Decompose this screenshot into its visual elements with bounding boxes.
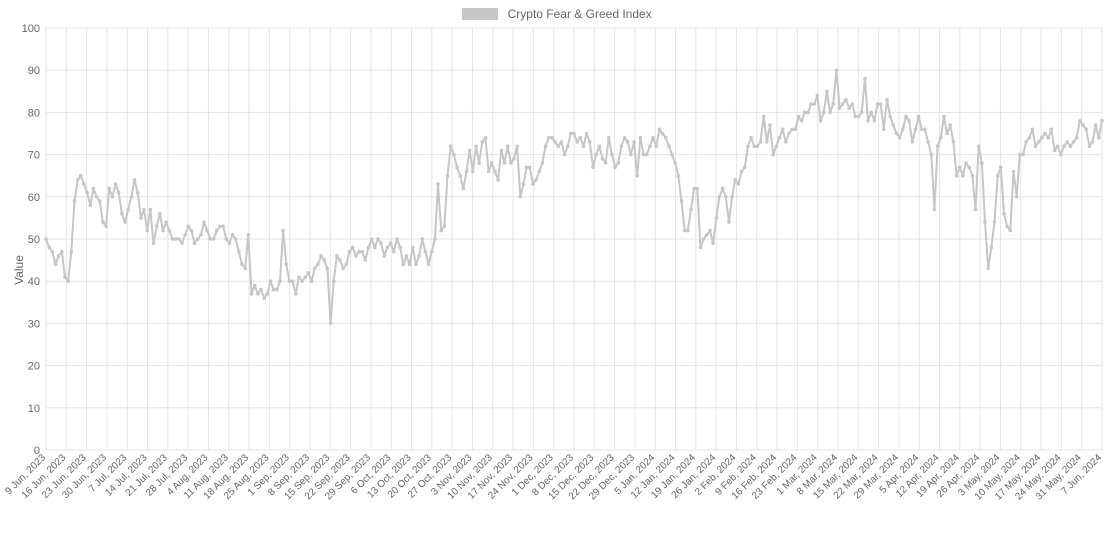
svg-text:50: 50 [28,234,40,246]
svg-text:20: 20 [28,361,40,373]
y-axis-label: Value [12,255,26,285]
svg-text:10: 10 [28,403,40,415]
svg-text:60: 60 [28,192,40,204]
legend-label: Crypto Fear & Greed Index [508,7,652,21]
svg-text:30: 30 [28,318,40,330]
svg-text:90: 90 [28,65,40,77]
legend-swatch [462,8,498,20]
legend: Crypto Fear & Greed Index [0,6,1114,21]
svg-text:40: 40 [28,276,40,288]
chart-container: Crypto Fear & Greed Index Value 01020304… [0,0,1114,540]
chart-svg: 01020304050607080901009 Jun, 202316 Jun,… [0,0,1114,540]
svg-text:100: 100 [22,23,40,35]
svg-text:70: 70 [28,150,40,162]
svg-text:80: 80 [28,107,40,119]
